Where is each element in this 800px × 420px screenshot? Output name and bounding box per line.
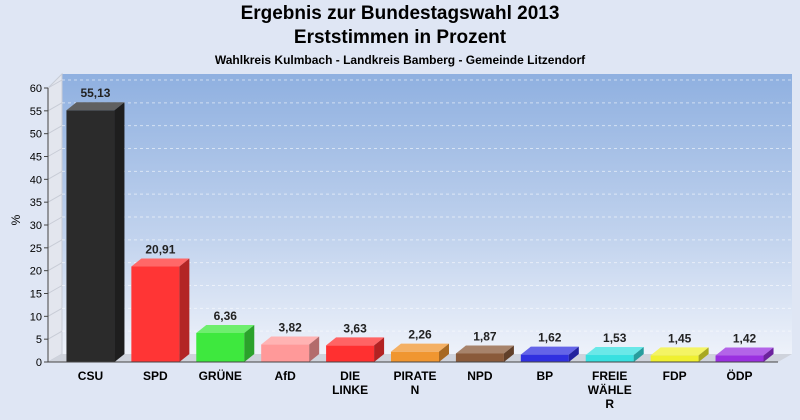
y-tick-label: 25 [30, 243, 42, 255]
bar-value-label: 2,26 [408, 328, 432, 342]
bar-value-label: 6,36 [214, 309, 238, 323]
bar [131, 258, 190, 362]
grid-line-side [47, 216, 63, 226]
bar-side [374, 337, 385, 362]
bar-top [585, 347, 644, 356]
bar-front [66, 110, 115, 362]
bar-side [114, 102, 125, 362]
bar-top [650, 347, 709, 356]
bar-top [391, 343, 449, 352]
bar-front [650, 355, 699, 362]
y-axis-label: % [9, 214, 23, 225]
bar-front [131, 266, 180, 362]
category-label: ÖDP [727, 368, 753, 383]
bar [196, 324, 255, 362]
bar [715, 347, 774, 362]
y-tick-label: 60 [30, 83, 42, 95]
bar-top [715, 347, 774, 356]
bar-value-label: 1,45 [668, 331, 692, 345]
y-tick-label: 35 [30, 197, 42, 209]
bar-front [520, 354, 569, 362]
category-label: GRÜNE [199, 368, 242, 383]
bar-value-label: 3,63 [343, 321, 367, 335]
chart-subtitle: Erststimmen in Prozent [293, 27, 507, 48]
bar-front [196, 332, 245, 362]
bar-top [196, 324, 255, 333]
category-label: FREIE WÄHLE R [588, 369, 632, 411]
grid-line-side [47, 239, 63, 249]
bar-value-label: 1,87 [473, 329, 497, 343]
bar-side [503, 345, 514, 362]
y-tick-label: 15 [30, 289, 42, 301]
bar [455, 345, 514, 362]
y-tick-label: 45 [30, 152, 42, 164]
y-tick-label: 50 [30, 129, 42, 141]
bar [326, 337, 385, 362]
y-tick-label: 30 [30, 220, 42, 232]
category-label: DIE LINKE [332, 369, 368, 397]
bar-value-label: 1,62 [538, 331, 562, 345]
grid-line-side [47, 307, 63, 317]
chart-title: Ergebnis zur Bundestagswahl 2013 [240, 3, 560, 24]
category-label: AfD [275, 369, 297, 383]
bar-front [455, 353, 504, 362]
y-tick-label: 20 [30, 266, 42, 278]
bar-value-label: 55,13 [80, 86, 110, 100]
bar-front [715, 355, 764, 362]
bar-front [585, 355, 634, 362]
bar-side [439, 343, 449, 362]
bar-side [698, 347, 709, 362]
bar-top [261, 336, 320, 345]
category-label: FDP [663, 369, 687, 383]
bar [585, 347, 644, 362]
bar-value-label: 1,42 [733, 332, 757, 346]
grid-line-side [47, 79, 63, 89]
bar-side [179, 258, 190, 362]
bar-value-label: 20,91 [145, 243, 175, 257]
bar-front [261, 344, 310, 362]
bar-top [66, 102, 125, 111]
bar-top [131, 258, 190, 267]
grid-line-side [47, 262, 63, 272]
bar-value-label: 1,53 [603, 331, 627, 345]
category-label: BP [536, 369, 553, 383]
y-tick-label: 10 [30, 311, 42, 323]
bar [520, 346, 579, 362]
bar-side [309, 336, 320, 362]
grid-line-side [47, 330, 63, 340]
y-tick-label: 0 [36, 357, 42, 369]
grid-line-side [47, 102, 63, 112]
bar [650, 347, 709, 362]
bar [261, 336, 320, 362]
chart-subtitle-region: Wahlkreis Kulmbach - Landkreis Bamberg -… [214, 53, 586, 67]
bar-front [391, 351, 439, 362]
bar-top [326, 337, 385, 346]
y-tick-label: 40 [30, 174, 42, 186]
bar-top [455, 345, 514, 354]
category-label: CSU [78, 369, 103, 383]
y-tick-label: 55 [30, 106, 42, 118]
grid-line-side [47, 170, 63, 180]
bar-side [244, 324, 255, 362]
bar-top [520, 346, 579, 355]
bar-side [633, 347, 644, 362]
bar [66, 102, 125, 362]
y-tick-label: 5 [36, 334, 42, 346]
category-label: SPD [143, 369, 168, 383]
grid-line-side [47, 193, 63, 203]
grid-line-side [47, 148, 63, 157]
bar-value-label: 3,82 [279, 321, 303, 335]
bar-front [326, 345, 375, 362]
grid-line-side [47, 125, 63, 135]
category-label: NPD [467, 369, 493, 383]
bar-side [763, 347, 774, 362]
bar-side [568, 346, 579, 362]
category-label: PIRATE N [393, 369, 436, 397]
bar [391, 343, 449, 362]
grid-line-side [47, 285, 63, 294]
